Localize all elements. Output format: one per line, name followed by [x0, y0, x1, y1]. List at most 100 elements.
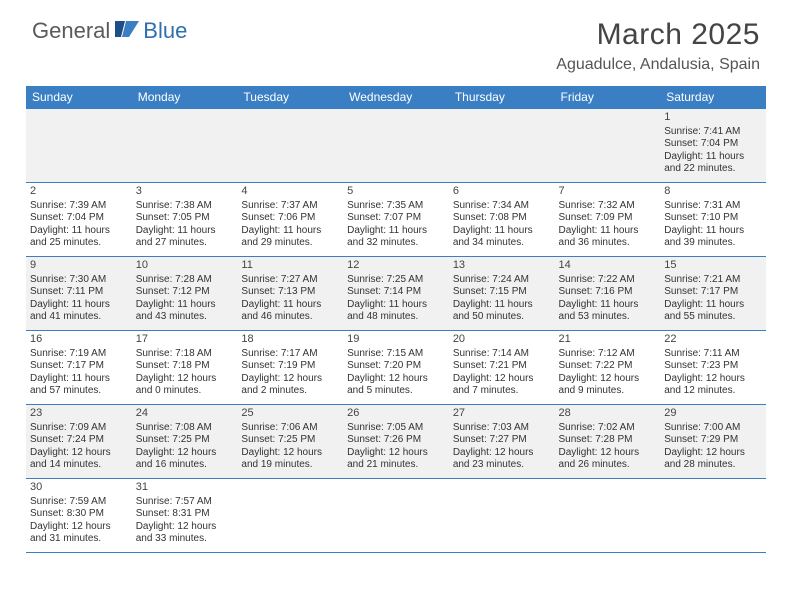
sunset-text: Sunset: 7:11 PM: [30, 286, 128, 299]
sunrise-text: Sunrise: 7:14 AM: [453, 348, 551, 361]
day-cell: 21Sunrise: 7:12 AMSunset: 7:22 PMDayligh…: [555, 331, 661, 405]
empty-cell: [555, 479, 661, 553]
daylight-text: Daylight: 11 hours: [30, 373, 128, 386]
day-number: 30: [30, 481, 128, 495]
daylight-text: and 22 minutes.: [664, 163, 762, 176]
day-number: 17: [136, 333, 234, 347]
sunrise-text: Sunrise: 7:05 AM: [347, 422, 445, 435]
logo-flag-icon: [115, 19, 141, 44]
empty-cell: [26, 109, 132, 183]
sunset-text: Sunset: 7:04 PM: [664, 138, 762, 151]
sunrise-text: Sunrise: 7:21 AM: [664, 274, 762, 287]
daylight-text: Daylight: 12 hours: [241, 373, 339, 386]
day-cell: 27Sunrise: 7:03 AMSunset: 7:27 PMDayligh…: [449, 405, 555, 479]
day-cell: 10Sunrise: 7:28 AMSunset: 7:12 PMDayligh…: [132, 257, 238, 331]
daylight-text: Daylight: 11 hours: [241, 225, 339, 238]
daylight-text: Daylight: 11 hours: [30, 225, 128, 238]
day-cell: 2Sunrise: 7:39 AMSunset: 7:04 PMDaylight…: [26, 183, 132, 257]
daylight-text: Daylight: 11 hours: [559, 225, 657, 238]
daylight-text: Daylight: 12 hours: [453, 373, 551, 386]
day-cell: 14Sunrise: 7:22 AMSunset: 7:16 PMDayligh…: [555, 257, 661, 331]
empty-cell: [660, 479, 766, 553]
daylight-text: and 25 minutes.: [30, 237, 128, 250]
daylight-text: Daylight: 11 hours: [241, 299, 339, 312]
day-number: 8: [664, 185, 762, 199]
empty-cell: [343, 479, 449, 553]
daylight-text: Daylight: 12 hours: [136, 373, 234, 386]
sunrise-text: Sunrise: 7:31 AM: [664, 200, 762, 213]
daylight-text: Daylight: 11 hours: [347, 225, 445, 238]
page-header: General Blue March 2025 Aguadulce, Andal…: [0, 0, 792, 80]
day-cell: 19Sunrise: 7:15 AMSunset: 7:20 PMDayligh…: [343, 331, 449, 405]
sunset-text: Sunset: 7:19 PM: [241, 360, 339, 373]
empty-cell: [237, 109, 343, 183]
sunrise-text: Sunrise: 7:37 AM: [241, 200, 339, 213]
day-cell: 16Sunrise: 7:19 AMSunset: 7:17 PMDayligh…: [26, 331, 132, 405]
sunset-text: Sunset: 7:13 PM: [241, 286, 339, 299]
sunset-text: Sunset: 7:16 PM: [559, 286, 657, 299]
daylight-text: Daylight: 12 hours: [347, 447, 445, 460]
daylight-text: and 26 minutes.: [559, 459, 657, 472]
sunrise-text: Sunrise: 7:03 AM: [453, 422, 551, 435]
daylight-text: and 0 minutes.: [136, 385, 234, 398]
day-number: 9: [30, 259, 128, 273]
week-row: 23Sunrise: 7:09 AMSunset: 7:24 PMDayligh…: [26, 405, 766, 479]
daylight-text: Daylight: 11 hours: [136, 299, 234, 312]
sunrise-text: Sunrise: 7:00 AM: [664, 422, 762, 435]
daylight-text: and 21 minutes.: [347, 459, 445, 472]
sunrise-text: Sunrise: 7:41 AM: [664, 126, 762, 139]
daylight-text: and 2 minutes.: [241, 385, 339, 398]
day-number: 6: [453, 185, 551, 199]
sunset-text: Sunset: 7:06 PM: [241, 212, 339, 225]
sunset-text: Sunset: 7:26 PM: [347, 434, 445, 447]
day-cell: 15Sunrise: 7:21 AMSunset: 7:17 PMDayligh…: [660, 257, 766, 331]
day-number: 23: [30, 407, 128, 421]
daylight-text: Daylight: 11 hours: [453, 299, 551, 312]
week-row: 9Sunrise: 7:30 AMSunset: 7:11 PMDaylight…: [26, 257, 766, 331]
day-number: 10: [136, 259, 234, 273]
day-cell: 17Sunrise: 7:18 AMSunset: 7:18 PMDayligh…: [132, 331, 238, 405]
day-cell: 12Sunrise: 7:25 AMSunset: 7:14 PMDayligh…: [343, 257, 449, 331]
daylight-text: and 34 minutes.: [453, 237, 551, 250]
sunrise-text: Sunrise: 7:09 AM: [30, 422, 128, 435]
logo-text-general: General: [32, 18, 110, 44]
sunrise-text: Sunrise: 7:06 AM: [241, 422, 339, 435]
sunset-text: Sunset: 7:20 PM: [347, 360, 445, 373]
day-cell: 8Sunrise: 7:31 AMSunset: 7:10 PMDaylight…: [660, 183, 766, 257]
day-cell: 24Sunrise: 7:08 AMSunset: 7:25 PMDayligh…: [132, 405, 238, 479]
month-title: March 2025: [556, 18, 760, 52]
day-header: Friday: [555, 86, 661, 109]
daylight-text: Daylight: 11 hours: [664, 225, 762, 238]
day-number: 12: [347, 259, 445, 273]
sunset-text: Sunset: 7:18 PM: [136, 360, 234, 373]
daylight-text: and 57 minutes.: [30, 385, 128, 398]
week-row: 1Sunrise: 7:41 AMSunset: 7:04 PMDaylight…: [26, 109, 766, 183]
sunset-text: Sunset: 7:29 PM: [664, 434, 762, 447]
daylight-text: and 19 minutes.: [241, 459, 339, 472]
week-row: 16Sunrise: 7:19 AMSunset: 7:17 PMDayligh…: [26, 331, 766, 405]
sunrise-text: Sunrise: 7:17 AM: [241, 348, 339, 361]
sunrise-text: Sunrise: 7:22 AM: [559, 274, 657, 287]
sunrise-text: Sunrise: 7:38 AM: [136, 200, 234, 213]
sunset-text: Sunset: 7:05 PM: [136, 212, 234, 225]
day-cell: 23Sunrise: 7:09 AMSunset: 7:24 PMDayligh…: [26, 405, 132, 479]
day-cell: 30Sunrise: 7:59 AMSunset: 8:30 PMDayligh…: [26, 479, 132, 553]
sunset-text: Sunset: 7:15 PM: [453, 286, 551, 299]
empty-cell: [237, 479, 343, 553]
day-header: Saturday: [660, 86, 766, 109]
daylight-text: and 23 minutes.: [453, 459, 551, 472]
day-number: 3: [136, 185, 234, 199]
daylight-text: and 41 minutes.: [30, 311, 128, 324]
daylight-text: and 14 minutes.: [30, 459, 128, 472]
daylight-text: and 16 minutes.: [136, 459, 234, 472]
sunrise-text: Sunrise: 7:12 AM: [559, 348, 657, 361]
day-header: Monday: [132, 86, 238, 109]
calendar-table: SundayMondayTuesdayWednesdayThursdayFrid…: [26, 86, 766, 553]
sunset-text: Sunset: 7:28 PM: [559, 434, 657, 447]
day-header: Tuesday: [237, 86, 343, 109]
daylight-text: and 31 minutes.: [30, 533, 128, 546]
empty-cell: [555, 109, 661, 183]
daylight-text: and 48 minutes.: [347, 311, 445, 324]
sunset-text: Sunset: 7:25 PM: [136, 434, 234, 447]
day-cell: 28Sunrise: 7:02 AMSunset: 7:28 PMDayligh…: [555, 405, 661, 479]
